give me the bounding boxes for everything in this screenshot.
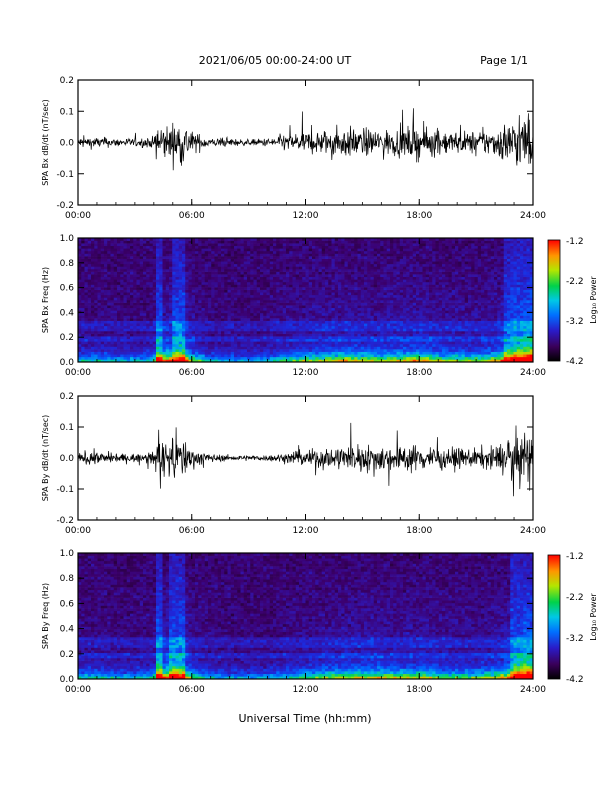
p0-ylabel: SPA Bx dB/dt (nT/sec) xyxy=(41,99,50,186)
p3-heatmap-cells xyxy=(78,553,534,680)
p0-xtick-label: 12:00 xyxy=(293,211,319,221)
p3-xtick-label: 18:00 xyxy=(406,685,432,695)
colorbar-by-bar xyxy=(547,554,561,680)
colorbar-bx: -1.2 -2.2 -3.2 -4.2 Log₁₀ Power xyxy=(547,237,598,367)
p2-ytick-label: 0.1 xyxy=(60,423,74,433)
colorbar-bx-tick-2: -3.2 xyxy=(566,317,584,327)
p2-xtick-label: 18:00 xyxy=(406,526,432,536)
p2-ytick-label: 0.0 xyxy=(60,454,75,464)
panel-bx-dbdt: 00:00 06:00 12:00 18:00 24:00 -0.2 -0.1 0.0 0.1 0… xyxy=(41,76,546,221)
colorbar-by-tick-3: -4.2 xyxy=(566,675,584,685)
p0-ytick-label: -0.1 xyxy=(56,170,74,180)
p3-xtick-label: 12:00 xyxy=(293,685,319,695)
p3-ytick-label: 1.0 xyxy=(60,549,75,559)
p1-ytick-label: 0.8 xyxy=(60,259,75,269)
p0-series-line xyxy=(78,108,533,171)
p0-ytick-label: 0.2 xyxy=(60,76,74,86)
p2-xtick-label: 06:00 xyxy=(179,526,205,536)
x-axis-label: Universal Time (hh:mm) xyxy=(239,712,372,725)
p1-ytick-label: 0.6 xyxy=(60,284,75,294)
p1-xtick-label: 00:00 xyxy=(65,368,91,378)
colorbar-bx-tick-0: -1.2 xyxy=(566,237,584,247)
panel-by-dbdt: 00:00 06:00 12:00 18:00 24:00 -0.2 -0.1 0.0 0.1 0… xyxy=(41,392,546,536)
colorbar-bx-bar xyxy=(547,239,561,362)
p3-xtick-label: 06:00 xyxy=(179,685,205,695)
colorbar-by-label: Log₁₀ Power xyxy=(589,593,598,641)
p3-ytick-label: 0.2 xyxy=(60,650,74,660)
p1-xtick-label: 18:00 xyxy=(406,368,432,378)
colorbar-by-tick-1: -2.2 xyxy=(566,593,584,603)
p2-ytick-label: -0.1 xyxy=(56,485,74,495)
p1-ytick-label: 0.2 xyxy=(60,333,74,343)
p2-ytick-label: 0.2 xyxy=(60,392,74,402)
p3-ytick-label: 0.0 xyxy=(60,675,75,685)
figure-title: 2021/06/05 00:00-24:00 UT xyxy=(199,54,352,67)
p2-ylabel: SPA By dB/dt (nT/sec) xyxy=(41,415,50,502)
colorbar-bx-label: Log₁₀ Power xyxy=(589,276,598,324)
colorbar-by-tick-2: -3.2 xyxy=(566,634,584,644)
p1-xtick-label: 06:00 xyxy=(179,368,205,378)
page-number: Page 1/1 xyxy=(480,54,528,67)
colorbar-by-tick-0: -1.2 xyxy=(566,552,584,562)
panel-by-spectrogram: 00:00 06:00 12:00 18:00 24:00 0.0 0.2 0.4 0.6 0.8… xyxy=(41,549,546,695)
p2-ytick-label: -0.2 xyxy=(56,516,74,526)
p1-ytick-label: 0.4 xyxy=(60,308,75,318)
p1-ytick-label: 1.0 xyxy=(60,234,75,244)
colorbar-by: -1.2 -2.2 -3.2 -4.2 Log₁₀ Power xyxy=(547,552,598,685)
p1-xtick-label: 12:00 xyxy=(293,368,319,378)
panel-bx-spectrogram: 00:00 06:00 12:00 18:00 24:00 0.0 0.2 0.4 0.6 0.8… xyxy=(41,234,546,378)
p0-ytick-label: -0.2 xyxy=(56,201,74,211)
p2-series-line xyxy=(78,422,533,497)
colorbar-bx-tick-1: -2.2 xyxy=(566,277,584,287)
colorbar-bx-tick-3: -4.2 xyxy=(566,357,584,367)
p3-xtick-label: 00:00 xyxy=(65,685,91,695)
p2-xtick-label: 12:00 xyxy=(293,526,319,536)
p0-xtick-label: 18:00 xyxy=(406,211,432,221)
p0-xtick-label: 24:00 xyxy=(520,211,546,221)
p1-ylabel: SPA Bx Freq (Hz) xyxy=(41,267,50,333)
p3-ytick-label: 0.8 xyxy=(60,574,75,584)
p1-xtick-label: 24:00 xyxy=(520,368,546,378)
p1-heatmap-cells xyxy=(78,238,534,363)
p1-ytick-label: 0.0 xyxy=(60,358,75,368)
p3-ytick-label: 0.4 xyxy=(60,625,75,635)
p0-xtick-label: 06:00 xyxy=(179,211,205,221)
p2-xtick-label: 24:00 xyxy=(520,526,546,536)
p3-xtick-label: 24:00 xyxy=(520,685,546,695)
p0-ytick-label: 0.1 xyxy=(60,107,74,117)
p3-ytick-label: 0.6 xyxy=(60,599,75,609)
p0-ytick-label: 0.0 xyxy=(60,139,75,149)
p3-ylabel: SPA By Freq (Hz) xyxy=(41,583,50,649)
p0-xtick-label: 00:00 xyxy=(65,211,91,221)
p2-xtick-label: 00:00 xyxy=(65,526,91,536)
